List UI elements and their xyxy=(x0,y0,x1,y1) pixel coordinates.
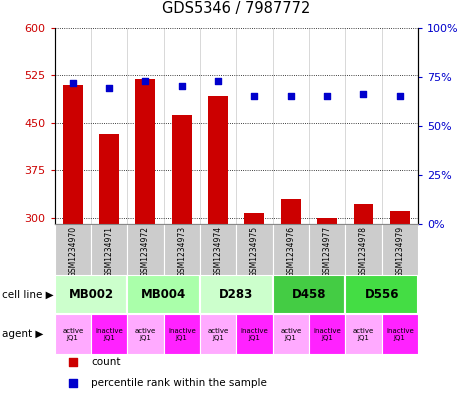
Bar xyxy=(55,224,91,275)
Bar xyxy=(273,275,345,314)
Point xyxy=(178,83,186,90)
Bar xyxy=(163,224,200,275)
Bar xyxy=(127,275,200,314)
Bar xyxy=(345,314,381,354)
Text: count: count xyxy=(91,356,121,367)
Bar xyxy=(91,314,127,354)
Text: inactive
JQ1: inactive JQ1 xyxy=(168,327,196,341)
Text: GSM1234972: GSM1234972 xyxy=(141,226,150,277)
Point xyxy=(396,93,404,99)
Bar xyxy=(281,198,301,393)
Text: D283: D283 xyxy=(219,288,254,301)
Bar xyxy=(353,204,373,393)
Bar xyxy=(63,84,83,393)
Text: GSM1234970: GSM1234970 xyxy=(68,226,77,277)
Text: GSM1234978: GSM1234978 xyxy=(359,226,368,277)
Text: MB004: MB004 xyxy=(141,288,186,301)
Bar xyxy=(345,224,381,275)
Point xyxy=(323,93,331,99)
Bar xyxy=(55,275,127,314)
Text: GSM1234979: GSM1234979 xyxy=(395,226,404,277)
Point xyxy=(105,85,113,92)
Point xyxy=(251,93,258,99)
Bar xyxy=(200,275,273,314)
Point xyxy=(69,380,76,386)
Text: inactive
JQ1: inactive JQ1 xyxy=(241,327,268,341)
Bar xyxy=(381,224,418,275)
Text: D556: D556 xyxy=(364,288,399,301)
Text: GSM1234976: GSM1234976 xyxy=(286,226,295,277)
Point xyxy=(69,79,76,86)
Text: D458: D458 xyxy=(292,288,326,301)
Bar xyxy=(237,224,273,275)
Text: inactive
JQ1: inactive JQ1 xyxy=(386,327,414,341)
Point xyxy=(214,77,222,84)
Bar xyxy=(55,314,91,354)
Point xyxy=(287,93,294,99)
Bar xyxy=(309,224,345,275)
Bar xyxy=(99,134,119,393)
Text: agent ▶: agent ▶ xyxy=(2,329,44,339)
Text: active
JQ1: active JQ1 xyxy=(280,327,302,341)
Bar xyxy=(208,96,228,393)
Text: cell line ▶: cell line ▶ xyxy=(2,290,54,300)
Text: percentile rank within the sample: percentile rank within the sample xyxy=(91,378,267,388)
Text: active
JQ1: active JQ1 xyxy=(62,327,84,341)
Bar xyxy=(172,115,192,393)
Bar xyxy=(273,314,309,354)
Text: GSM1234977: GSM1234977 xyxy=(323,226,332,277)
Text: GSM1234975: GSM1234975 xyxy=(250,226,259,277)
Bar xyxy=(127,314,163,354)
Text: active
JQ1: active JQ1 xyxy=(135,327,156,341)
Bar xyxy=(381,314,418,354)
Bar xyxy=(135,79,155,393)
Bar xyxy=(345,275,418,314)
Bar xyxy=(245,213,265,393)
Text: GSM1234971: GSM1234971 xyxy=(104,226,114,277)
Text: active
JQ1: active JQ1 xyxy=(353,327,374,341)
Bar xyxy=(237,314,273,354)
Text: GSM1234974: GSM1234974 xyxy=(214,226,223,277)
Point xyxy=(69,358,76,365)
Text: MB002: MB002 xyxy=(68,288,114,301)
Bar xyxy=(273,224,309,275)
Bar xyxy=(127,224,163,275)
Text: inactive
JQ1: inactive JQ1 xyxy=(95,327,123,341)
Bar xyxy=(163,314,200,354)
Bar xyxy=(309,314,345,354)
Text: inactive
JQ1: inactive JQ1 xyxy=(314,327,341,341)
Bar xyxy=(200,314,237,354)
Text: GSM1234973: GSM1234973 xyxy=(177,226,186,277)
Text: active
JQ1: active JQ1 xyxy=(208,327,229,341)
Bar xyxy=(200,224,237,275)
Text: GDS5346 / 7987772: GDS5346 / 7987772 xyxy=(162,1,311,16)
Bar xyxy=(390,211,410,393)
Point xyxy=(142,77,149,84)
Bar xyxy=(317,218,337,393)
Bar xyxy=(91,224,127,275)
Point xyxy=(360,91,367,97)
